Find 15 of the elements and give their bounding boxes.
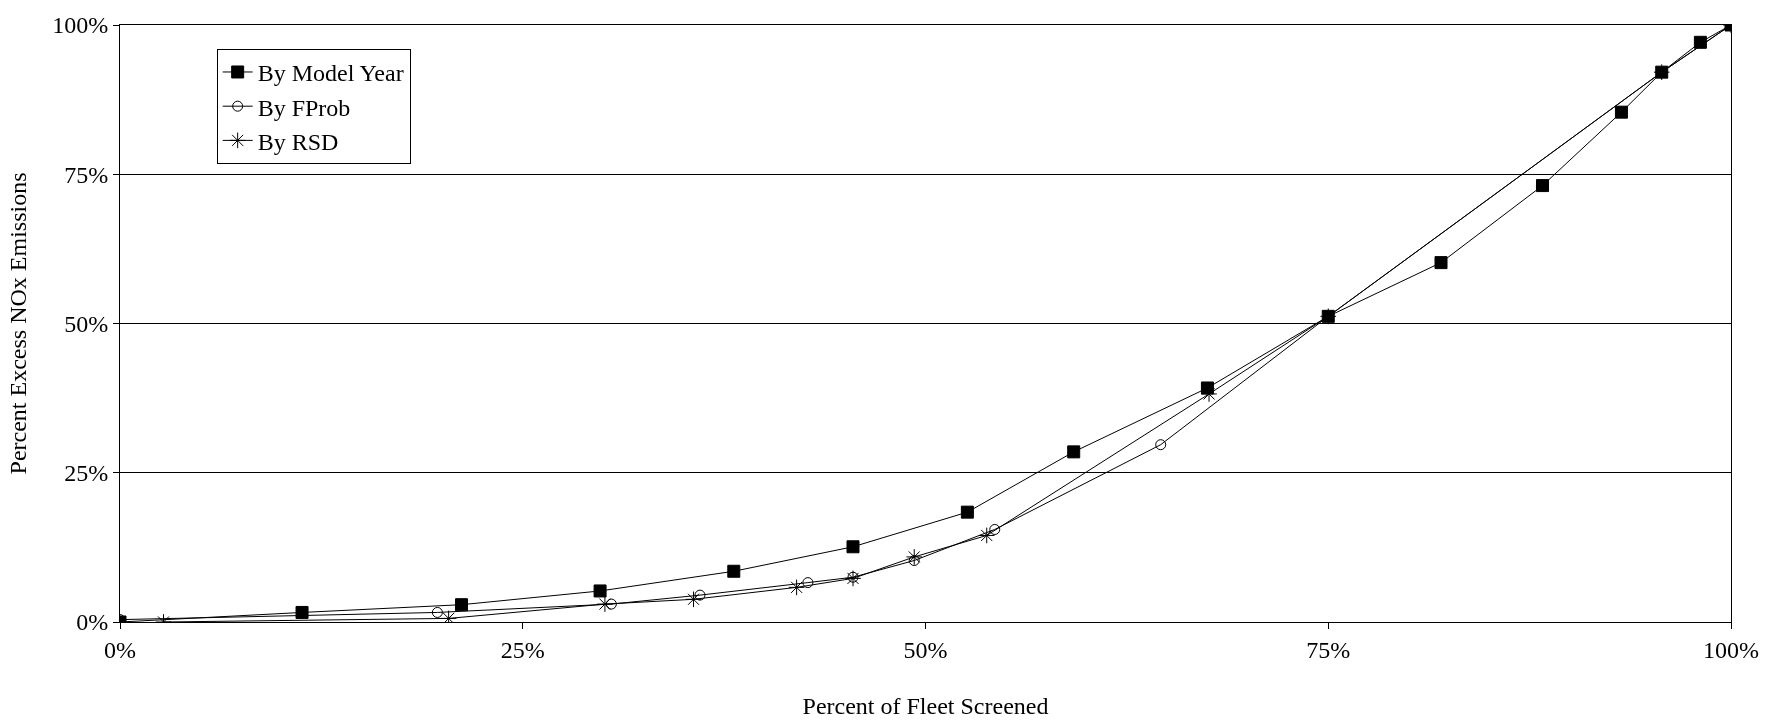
legend-label: By FProb <box>257 94 351 121</box>
y-tick-label: 0% <box>76 609 109 636</box>
y-tick-label: 100% <box>52 12 109 39</box>
y-tick-label: 75% <box>64 161 109 188</box>
x-tick-label: 100% <box>1703 636 1759 663</box>
x-tick-label: 0% <box>104 636 136 663</box>
x-tick-label: 25% <box>500 636 545 663</box>
y-tick-label: 25% <box>64 460 109 487</box>
x-tick-label: 50% <box>903 636 948 663</box>
x-axis-title: Percent of Fleet Screened <box>802 693 1049 720</box>
y-axis-title: Percent Excess NOx Emissions <box>5 172 32 475</box>
legend-label: By Model Year <box>257 60 404 87</box>
legend-label: By RSD <box>257 128 339 155</box>
y-tick-label: 50% <box>64 310 109 337</box>
x-tick-label: 75% <box>1306 636 1351 663</box>
